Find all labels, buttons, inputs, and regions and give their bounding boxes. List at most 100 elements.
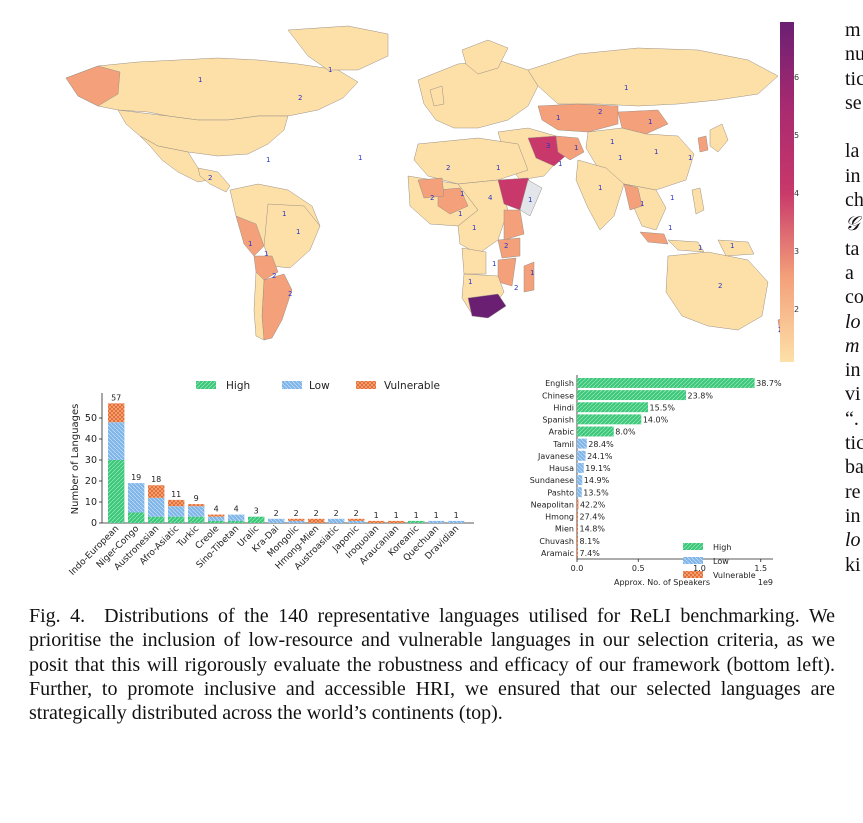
- legend-high-label: High: [226, 380, 250, 392]
- hbar-category-label: Javanese: [537, 452, 574, 461]
- map-nigeria: [437, 187, 469, 215]
- map-region-count: 1: [654, 148, 658, 156]
- right-column-line: a: [845, 261, 854, 284]
- map-region-count: 1: [492, 260, 496, 268]
- hbar-bar: [577, 487, 582, 498]
- bar-segment-high: [128, 512, 145, 523]
- hbar-xtick-label: 0.0: [571, 564, 584, 573]
- hbar-category-label: Spanish: [542, 416, 574, 425]
- hbar-value-label: 24.1%: [587, 452, 613, 461]
- map-region-count: 1: [648, 118, 652, 126]
- hbar-value-label: 14.8%: [580, 525, 606, 534]
- map-region-count: 1: [530, 269, 534, 277]
- map-alaska: [65, 65, 121, 107]
- bar-segment-high: [208, 520, 225, 523]
- map-bolivia: [253, 255, 279, 281]
- right-column-line: vi: [845, 383, 861, 406]
- right-column-line: m: [845, 19, 861, 41]
- bar-segment-vulnerable: [368, 520, 385, 523]
- map-scandinavia: [461, 39, 509, 75]
- bar-segment-vulnerable: [168, 499, 185, 507]
- map-uk: [429, 85, 445, 107]
- map-region-count: 2: [288, 290, 292, 298]
- map-region-count: 1: [358, 154, 362, 162]
- map-region-count: 2: [718, 282, 722, 290]
- bar-segment-vulnerable: [188, 504, 205, 507]
- hbar-category-label: Mien: [555, 525, 574, 534]
- map-philippines: [691, 187, 705, 215]
- map-region-count: 1: [282, 210, 286, 218]
- map-region-count: 1: [266, 156, 270, 164]
- right-column-line: lo: [845, 310, 861, 333]
- hbar-value-label: 13.5%: [583, 488, 609, 497]
- hbar-value-label: 19.1%: [585, 464, 611, 473]
- bar-ylabel: Number of Languages: [70, 404, 81, 515]
- right-column-line: in: [845, 164, 861, 187]
- map-tanzania: [497, 237, 521, 259]
- hbar-legend-high: High: [713, 543, 731, 552]
- right-column-line: co: [845, 286, 863, 309]
- hbar-xtick-label: 1.0: [693, 564, 706, 573]
- bar-segment-high: [148, 516, 165, 523]
- map-region-count: 1: [460, 190, 464, 198]
- caption-text: Distributions of the 140 representative …: [29, 605, 836, 725]
- map-region-count: 2: [514, 284, 518, 292]
- map-region-count: 1: [610, 138, 614, 146]
- colorbar-tick: 4: [794, 189, 800, 198]
- map-mali: [417, 177, 445, 199]
- right-column-line: [845, 115, 863, 139]
- map-region-count: 2: [430, 194, 434, 202]
- hbar-category-label: Neapolitan: [531, 500, 574, 509]
- bar-segment-high: [228, 520, 245, 523]
- map-east-africa: [503, 209, 525, 241]
- hbar-bar: [577, 547, 578, 558]
- hbar-xtick-label: 0.5: [632, 564, 645, 573]
- hbar-bar: [577, 378, 755, 388]
- bar-total-label: 9: [194, 494, 199, 503]
- right-column-line: se: [845, 91, 862, 114]
- map-region-count: 2: [504, 242, 508, 250]
- right-column-line: ch: [845, 189, 863, 212]
- map-region-count: 1: [598, 184, 602, 192]
- hbar-bar: [577, 475, 583, 485]
- bar-segment-vulnerable: [208, 514, 225, 517]
- right-column-line: “.: [845, 407, 859, 430]
- hbar-value-label: 28.4%: [588, 440, 614, 449]
- hbar-category-label: Hmong: [545, 513, 574, 522]
- bar-total-label: 2: [354, 509, 359, 518]
- bar-segment-high: [408, 520, 425, 523]
- map-indonesia-1: [639, 231, 669, 245]
- bar-ytick-label: 10: [85, 497, 97, 508]
- hbar-category-label: Hindi: [553, 403, 574, 412]
- bar-total-label: 2: [294, 509, 299, 518]
- map-papua: [717, 239, 755, 257]
- hbar-bar: [577, 535, 578, 546]
- right-column-line: tic: [845, 432, 863, 455]
- right-column-line: in: [845, 504, 861, 527]
- hbar-category-label: Chinese: [542, 391, 574, 400]
- hbar-value-label: 42.2%: [580, 500, 606, 509]
- hbar-bar: [577, 523, 578, 534]
- bar-segment-low: [328, 518, 345, 523]
- hbar-bar: [577, 438, 587, 449]
- map-korea: [697, 135, 709, 153]
- map-mexico: [139, 135, 209, 183]
- bar-legend: High Low Vulnerable: [196, 380, 440, 392]
- bar-total-label: 4: [214, 505, 219, 514]
- hbar-value-label: 14.0%: [643, 416, 669, 425]
- right-column-line: in: [845, 359, 861, 382]
- right-column-line: ki: [845, 553, 861, 576]
- bar-total-label: 2: [274, 509, 279, 518]
- hbar-value-label: 8.0%: [615, 428, 636, 437]
- map-russia: [527, 47, 779, 107]
- map-peru: [235, 215, 265, 257]
- map-canada: [65, 57, 359, 121]
- hbar-bar: [577, 426, 614, 437]
- right-column-line: 𝒢: [845, 213, 860, 236]
- speakers-hbar-chart: 0.0 0.5 1.0 1.5 English 38.7% Chinese 23.8% Hin…: [530, 375, 782, 587]
- figure-caption: Fig. 4. Distributions of the 140 represe…: [29, 604, 835, 725]
- map-region-count: 1: [670, 194, 674, 202]
- map-region-count: 1: [198, 76, 202, 84]
- hbar-bar: [577, 414, 642, 425]
